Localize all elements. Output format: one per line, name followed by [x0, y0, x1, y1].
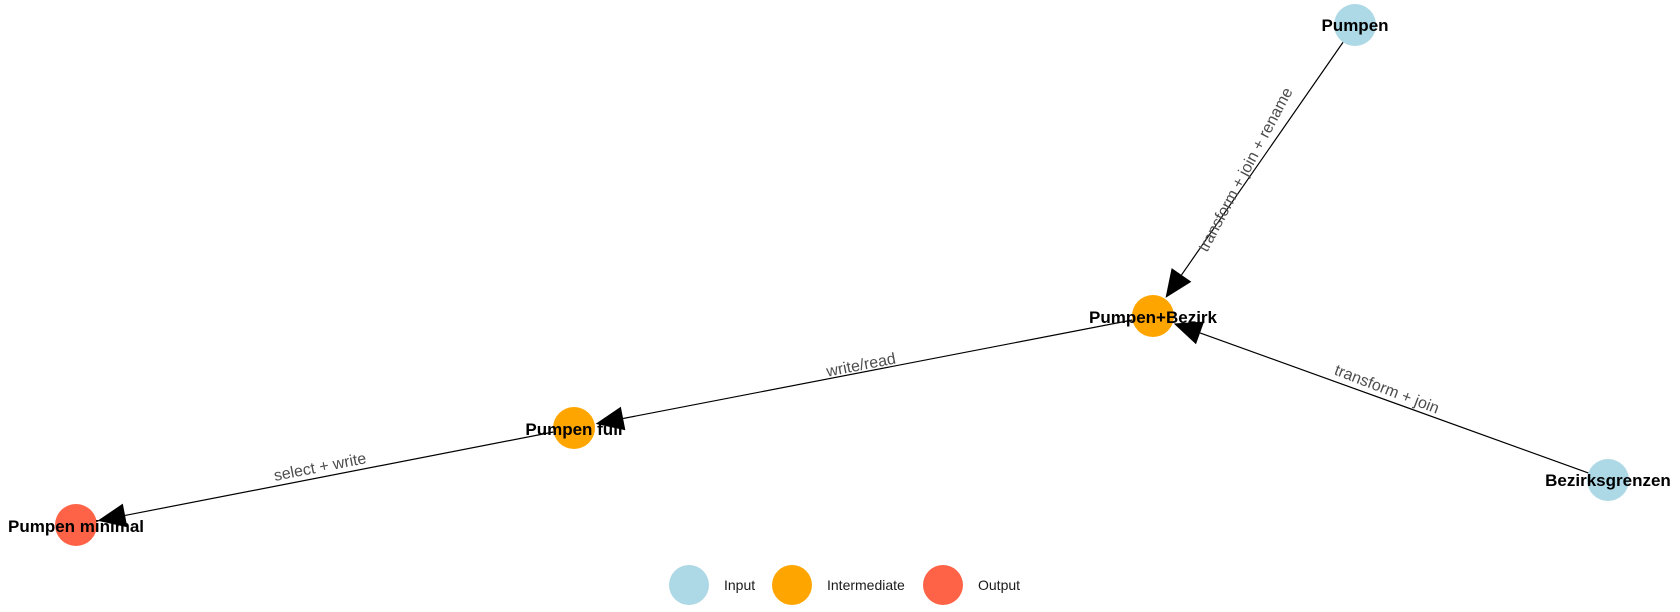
node-pumpen_bezirk[interactable]: Pumpen+Bezirk: [1089, 295, 1218, 337]
edge-line: [1181, 41, 1344, 276]
edge-line: [124, 431, 554, 517]
legend: Input Intermediate Output: [669, 565, 1020, 605]
legend-item-intermediate: Intermediate: [772, 565, 905, 605]
legend-swatch: [923, 565, 963, 605]
node-label: Pumpen+Bezirk: [1089, 308, 1218, 327]
node-bezirksgrenzen[interactable]: Bezirksgrenzen: [1545, 459, 1671, 501]
arrowhead: [1165, 268, 1192, 298]
node-circle[interactable]: [553, 407, 595, 449]
legend-swatch: [669, 565, 709, 605]
legend-label: Input: [724, 577, 755, 593]
arrowhead: [1173, 321, 1205, 345]
node-circle[interactable]: [1132, 295, 1174, 337]
node-label: Pumpen minimal: [8, 517, 144, 536]
edge-label: transform + join + rename: [1196, 85, 1297, 255]
arrowhead: [595, 406, 626, 431]
edge-pumpen_full-to-pumpen_minimal: select + write: [97, 431, 554, 528]
edge-label: write/read: [824, 351, 897, 381]
legend-item-input: Input: [669, 565, 755, 605]
edge-pumpen_bezirk-to-pumpen_full: write/read: [595, 319, 1133, 431]
edge-label: transform + join: [1332, 362, 1441, 418]
edges-layer: transform + join + rename transform + joi…: [97, 41, 1589, 528]
arrowhead: [97, 503, 128, 528]
node-label: Pumpen: [1321, 16, 1388, 35]
node-circle[interactable]: [55, 504, 97, 546]
node-label: Pumpen full: [525, 420, 622, 439]
node-pumpen[interactable]: Pumpen: [1321, 4, 1389, 46]
node-label: Bezirksgrenzen: [1545, 471, 1671, 490]
edge-bezirksgrenzen-to-pumpen_bezirk: transform + join: [1173, 321, 1589, 474]
nodes-layer: Pumpen Bezirksgrenzen Pumpen+Bezirk Pumpen …: [8, 4, 1671, 546]
edge-pumpen-to-pumpen_bezirk: transform + join + rename: [1165, 41, 1344, 298]
legend-item-output: Output: [923, 565, 1020, 605]
node-pumpen_full[interactable]: Pumpen full: [525, 407, 623, 449]
legend-swatch: [772, 565, 812, 605]
edge-label: select + write: [272, 450, 367, 485]
node-circle[interactable]: [1587, 459, 1629, 501]
edge-line: [622, 319, 1133, 420]
node-circle[interactable]: [1334, 4, 1376, 46]
legend-label: Output: [978, 577, 1020, 593]
edge-line: [1199, 332, 1589, 474]
node-pumpen_minimal[interactable]: Pumpen minimal: [8, 504, 144, 546]
legend-label: Intermediate: [827, 577, 905, 593]
